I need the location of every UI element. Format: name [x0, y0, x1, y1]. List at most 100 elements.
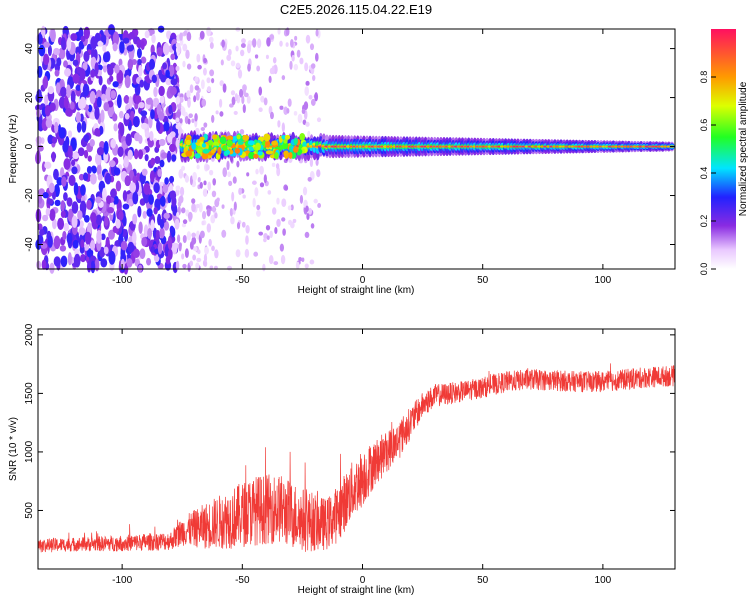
noise-blob	[77, 210, 83, 220]
noise-blob	[120, 258, 125, 270]
noise-blob	[49, 102, 56, 112]
noise-blob	[129, 182, 137, 194]
sparse-noise-blob	[201, 220, 205, 226]
noise-blob	[144, 154, 149, 162]
sparse-noise-blob	[246, 172, 250, 177]
spectrogram-y-tick-label: 40	[24, 43, 35, 55]
noise-blob	[89, 138, 95, 147]
noise-blob	[54, 199, 61, 207]
noise-blob	[72, 59, 79, 66]
snr-frame	[37, 328, 676, 570]
noise-blob	[128, 31, 135, 40]
sparse-noise-blob	[177, 42, 181, 53]
noise-blob	[79, 68, 86, 81]
noise-blob	[99, 246, 106, 258]
noise-blob	[159, 159, 165, 168]
sparse-noise-blob	[205, 164, 210, 171]
noise-blob	[148, 194, 154, 205]
noise-blob	[159, 95, 165, 104]
noise-blob	[112, 195, 119, 205]
signal-hotspot	[199, 136, 205, 141]
sparse-noise-blob	[294, 35, 298, 41]
snr-series-line	[37, 363, 676, 553]
noise-blob	[68, 174, 76, 187]
sparse-noise-blob	[256, 209, 261, 217]
noise-blob	[160, 152, 168, 159]
sparse-noise-blob	[214, 212, 218, 219]
sparse-noise-blob	[316, 169, 321, 178]
colorbar-tick-label: 0.0	[699, 263, 709, 276]
signal-hotspot	[196, 148, 203, 154]
noise-blob	[150, 157, 156, 166]
noise-blob	[51, 190, 57, 200]
noise-blob	[103, 246, 109, 255]
signal-hotspot	[257, 151, 263, 156]
sparse-noise-blob	[259, 182, 265, 188]
figure-title: C2E5.2026.115.04.22.E19	[280, 2, 432, 17]
sparse-noise-blob	[289, 60, 293, 70]
sparse-noise-blob	[195, 262, 200, 270]
sparse-noise-blob	[271, 162, 276, 167]
noise-blob	[91, 166, 97, 174]
noise-blob	[78, 227, 86, 236]
snr-x-tick-label: 50	[477, 575, 489, 586]
signal-hotspot	[202, 148, 210, 154]
sparse-noise-blob	[273, 261, 279, 266]
noise-blob	[124, 75, 131, 89]
sparse-noise-blob	[316, 117, 322, 123]
noise-blob	[73, 253, 81, 268]
noise-blob	[45, 118, 53, 129]
noise-blob	[53, 256, 61, 267]
noise-blob	[61, 176, 67, 187]
snr-x-tick-label: 100	[595, 575, 612, 586]
noise-blob	[122, 37, 130, 44]
sparse-noise-blob	[187, 118, 191, 125]
noise-blob	[117, 146, 124, 158]
sparse-noise-blob	[235, 45, 239, 52]
sparse-noise-blob	[211, 245, 215, 252]
sparse-noise-blob	[182, 60, 186, 68]
spectrogram-y-tick-label: -20	[24, 188, 35, 203]
signal-hotspot	[293, 137, 298, 145]
noise-blob	[80, 239, 85, 249]
sparse-noise-blob	[196, 53, 201, 63]
sparse-noise-blob	[195, 203, 200, 209]
signal-hotspot	[210, 149, 216, 154]
noise-blob	[169, 175, 175, 184]
noise-blob	[168, 64, 175, 77]
sparse-noise-blob	[202, 188, 208, 197]
sparse-noise-blob	[226, 54, 232, 61]
noise-blob	[146, 208, 153, 217]
spectrogram-x-tick-label: 100	[595, 275, 612, 286]
colorbar-label: Normalized spectral amplitude	[738, 81, 749, 216]
sparse-noise-blob	[262, 263, 266, 272]
sparse-noise-blob	[246, 95, 251, 104]
noise-blob	[62, 230, 67, 241]
noise-blob	[169, 86, 177, 96]
sparse-noise-blob	[231, 96, 236, 106]
sparse-noise-blob	[307, 130, 311, 139]
sparse-noise-blob	[181, 223, 187, 228]
sparse-noise-blob	[314, 92, 319, 102]
sparse-noise-blob	[175, 111, 181, 117]
noise-blob	[126, 45, 134, 52]
noise-blob	[127, 58, 134, 70]
signal-hotspot	[283, 150, 289, 156]
noise-blob	[133, 148, 139, 160]
sparse-noise-blob	[229, 207, 234, 217]
sparse-noise-blob	[206, 223, 212, 233]
noise-blob	[157, 168, 162, 178]
sparse-noise-blob	[276, 166, 281, 177]
noise-blob	[119, 122, 125, 137]
noise-blob	[115, 219, 121, 229]
noise-blob	[94, 62, 99, 76]
sparse-noise-blob	[197, 249, 201, 255]
sparse-noise-blob	[266, 235, 270, 240]
signal-hotspot	[201, 143, 207, 148]
noise-blob	[99, 141, 105, 149]
noise-blob	[153, 206, 158, 215]
sparse-noise-blob	[189, 175, 193, 186]
sparse-noise-blob	[315, 29, 319, 37]
sparse-noise-blob	[182, 219, 188, 225]
sparse-noise-blob	[197, 176, 201, 183]
